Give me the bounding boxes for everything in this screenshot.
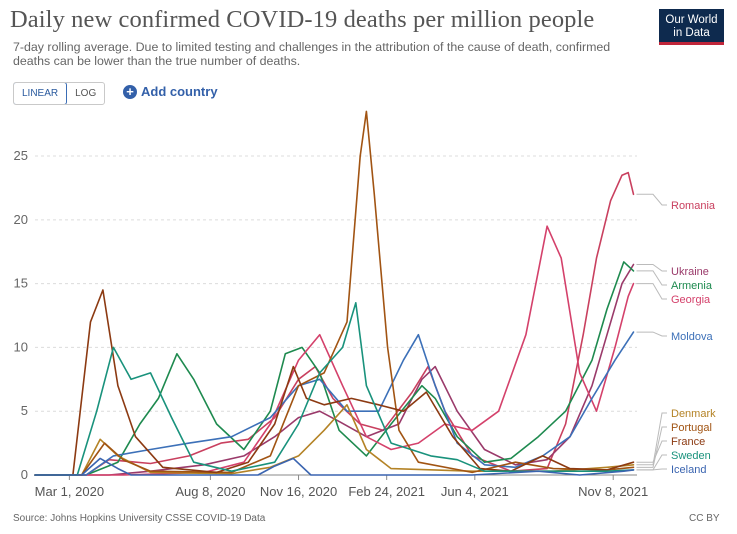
y-tick-label: 10	[14, 339, 28, 354]
logo-accent-bar	[659, 42, 724, 45]
x-tick-label: Nov 16, 2020	[260, 484, 337, 499]
leader-line-moldova	[636, 331, 667, 337]
x-tick-label: Nov 8, 2021	[578, 484, 648, 499]
add-country-button[interactable]: + Add country	[123, 84, 218, 99]
linear-scale-button[interactable]: LINEAR	[14, 83, 68, 104]
x-tick-label: Aug 8, 2020	[175, 484, 245, 499]
leader-line-iceland	[636, 468, 667, 471]
series-label-armenia: Armenia	[671, 280, 713, 292]
series-label-georgia: Georgia	[671, 294, 711, 306]
x-tick-label: Feb 24, 2021	[348, 484, 425, 499]
series-line-moldova	[34, 331, 635, 476]
line-chart: 0 5 10 15 20 25 Mar 1, 2020 Aug 8, 2020 Nov 16, …	[14, 110, 716, 499]
owid-logo[interactable]: Our World in Data	[659, 9, 724, 45]
series-label-romania: Romania	[671, 200, 716, 212]
scale-toggle: LINEAR LOG	[13, 82, 106, 105]
leader-line-ukraine	[636, 263, 667, 272]
x-tick-label: Mar 1, 2020	[35, 484, 104, 499]
leader-line-denmark	[636, 412, 667, 466]
chart-subtitle: 7-day rolling average. Due to limited te…	[13, 40, 611, 68]
leader-line-armenia	[636, 270, 667, 286]
series-label-moldova: Moldova	[671, 331, 713, 343]
series-line-armenia	[34, 261, 635, 476]
series-label-portugal: Portugal	[671, 422, 712, 434]
y-tick-label: 25	[14, 148, 28, 163]
series-line-romania	[34, 171, 635, 476]
series-line-sweden	[34, 301, 635, 476]
add-country-label: Add country	[141, 84, 218, 99]
series-label-ukraine: Ukraine	[671, 266, 709, 278]
y-tick-label: 0	[21, 467, 28, 482]
series-line-ukraine	[34, 263, 635, 476]
chart-title: Daily new confirmed COVID-19 deaths per …	[10, 6, 595, 33]
series-label-france: France	[671, 436, 705, 448]
license-link[interactable]: CC BY	[689, 513, 720, 524]
series-line-georgia	[34, 225, 635, 476]
leader-line-romania	[636, 193, 667, 206]
series-label-sweden: Sweden	[671, 450, 711, 462]
leader-line-georgia	[636, 283, 667, 300]
source-note: Source: Johns Hopkins University CSSE CO…	[13, 513, 266, 524]
series-label-iceland: Iceland	[671, 464, 706, 476]
logo-line-2: in Data	[673, 27, 710, 39]
y-tick-label: 5	[21, 403, 28, 418]
leader-line-portugal	[636, 426, 667, 468]
y-tick-label: 20	[14, 212, 28, 227]
series-label-denmark: Denmark	[671, 408, 716, 420]
log-scale-button[interactable]: LOG	[75, 88, 97, 99]
series-line-france	[34, 289, 635, 476]
series-line-portugal	[34, 110, 635, 476]
x-tick-label: Jun 4, 2021	[441, 484, 509, 499]
y-tick-label: 15	[14, 276, 28, 291]
leader-line-france	[636, 440, 667, 463]
series-line-iceland	[34, 457, 635, 476]
plus-circle-icon: +	[123, 84, 137, 99]
logo-line-1: Our World	[665, 14, 718, 26]
